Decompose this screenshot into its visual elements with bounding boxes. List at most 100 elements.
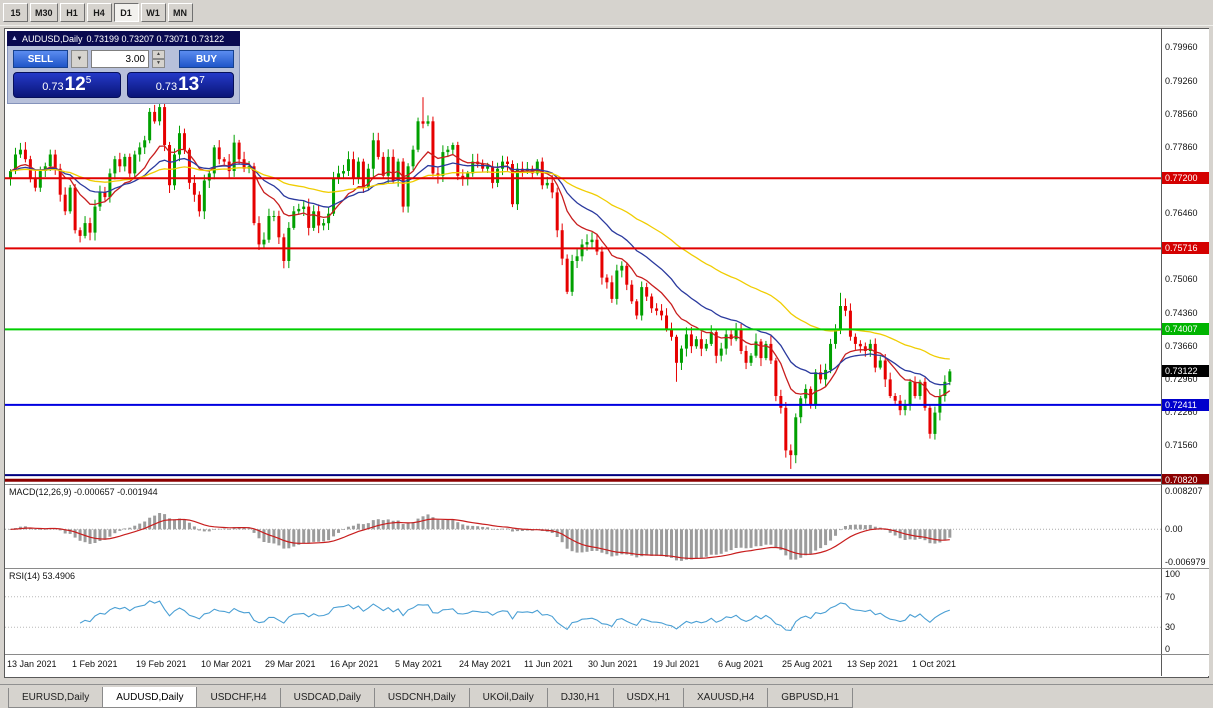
price-level-badge: 0.70820 (1162, 474, 1209, 484)
current-price-badge: 0.73122 (1162, 365, 1209, 377)
date-tick: 24 May 2021 (459, 659, 512, 669)
tab-usdx-h1[interactable]: USDX,H1 (612, 688, 685, 708)
tab-audusd-daily[interactable]: AUDUSD,Daily (102, 687, 198, 708)
period-button-d1[interactable]: D1 (113, 3, 139, 22)
buy-price-pipette: 7 (199, 75, 205, 86)
rsi-value: 53.4906 (42, 571, 76, 581)
sell-price-prefix: 0.73 (42, 81, 64, 93)
tab-ukoil-daily[interactable]: UKOil,Daily (468, 688, 548, 708)
price-pane[interactable]: ▲ AUDUSD,Daily 0.73199 0.73207 0.73071 0… (5, 29, 1161, 485)
period-button-h4[interactable]: H4 (86, 3, 112, 22)
sell-price-pipette: 5 (85, 75, 92, 86)
price-tick: 0.71560 (1165, 440, 1198, 450)
price-tick: 0.74360 (1165, 308, 1198, 318)
ma-12-line (10, 145, 951, 398)
stepper-up-icon[interactable]: ▲ (152, 50, 165, 59)
period-button-w1[interactable]: W1 (140, 3, 166, 22)
price-tick: 0.78560 (1165, 109, 1198, 119)
period-button-mn[interactable]: MN (167, 3, 193, 22)
price-level-badge: 0.74007 (1162, 323, 1209, 335)
chevron-down-icon: ▼ (76, 56, 83, 62)
date-tick: 6 Aug 2021 (718, 659, 764, 669)
sell-price-big: 12 (64, 74, 86, 95)
rsi-tick: 30 (1165, 622, 1176, 632)
rsi-pane[interactable]: RSI(14) 53.4906 (5, 569, 1161, 655)
date-tick: 19 Feb 2021 (136, 659, 187, 669)
date-tick: 11 Jun 2021 (524, 659, 573, 669)
macd-pane[interactable]: MACD(12,26,9) -0.000657 -0.001944 (5, 485, 1161, 569)
price-tick: 0.79260 (1165, 76, 1198, 86)
period-button-15[interactable]: 15 (3, 3, 28, 22)
price-tick: 0.76460 (1165, 208, 1198, 218)
rsi-tick: 100 (1165, 569, 1181, 579)
macd-chart-svg[interactable] (5, 485, 1161, 569)
macd-axis[interactable]: 0.008207 0.00 -0.006979 (1161, 485, 1209, 569)
collapse-icon[interactable]: ▲ (11, 35, 18, 42)
date-tick: 30 Jun 2021 (588, 659, 638, 669)
period-button-m30[interactable]: M30 (30, 3, 58, 22)
tab-usdcnh-daily[interactable]: USDCNH,Daily (373, 688, 470, 708)
rsi-axis[interactable]: 100 70 30 0 (1161, 569, 1209, 655)
ma-55-line (10, 166, 950, 360)
rsi-label: RSI(14) 53.4906 (9, 571, 76, 581)
macd-tick: -0.006979 (1165, 557, 1206, 567)
rsi-chart-svg[interactable] (5, 569, 1161, 655)
date-tick: 29 Mar 2021 (265, 659, 316, 669)
tab-xauusd-h4[interactable]: XAUUSD,H4 (683, 688, 769, 708)
date-tick: 13 Sep 2021 (847, 659, 899, 669)
buy-price-display[interactable]: 0.73 13 7 (126, 72, 234, 98)
date-tick: 1 Oct 2021 (912, 659, 957, 669)
date-tick: 1 Feb 2021 (72, 659, 118, 669)
date-tick: 10 Mar 2021 (201, 659, 252, 669)
price-axis[interactable]: 0.79960 0.79260 0.78560 0.77860 0.76460 0.750… (1161, 29, 1209, 485)
tab-usdcad-daily[interactable]: USDCAD,Daily (279, 688, 375, 708)
macd-tick: 0.00 (1165, 524, 1183, 534)
price-tick: 0.79960 (1165, 42, 1198, 52)
macd-values: -0.000657 -0.001944 (74, 487, 158, 497)
ohlc-values: 0.73199 0.73207 0.73071 0.73122 (86, 33, 225, 44)
tab-eurusd-daily[interactable]: EURUSD,Daily (8, 688, 104, 708)
time-axis[interactable]: 13 Jan 2021 1 Feb 2021 19 Feb 2021 10 Mar 2… (5, 655, 1161, 676)
rsi-tick: 70 (1165, 592, 1176, 602)
date-tick: 19 Jul 2021 (653, 659, 700, 669)
buy-button[interactable]: BUY (179, 50, 234, 68)
price-tick: 0.72960 (1165, 374, 1198, 384)
one-click-titlebar[interactable]: ▲ AUDUSD,Daily 0.73199 0.73207 0.73071 0… (7, 31, 240, 46)
tab-dj30-h1[interactable]: DJ30,H1 (546, 688, 614, 708)
macd-tick: 0.008207 (1165, 486, 1203, 496)
price-tick: 0.72260 (1165, 407, 1198, 417)
time-axis-corner (1161, 655, 1209, 676)
date-tick: 5 May 2021 (395, 659, 443, 669)
price-level-badge: 0.75716 (1162, 242, 1209, 254)
macd-label: MACD(12,26,9) -0.000657 -0.001944 (9, 487, 158, 497)
one-click-trading-panel: ▲ AUDUSD,Daily 0.73199 0.73207 0.73071 0… (7, 31, 240, 104)
tab-usdchf-h4[interactable]: USDCHF,H4 (196, 688, 281, 708)
one-click-body: SELL ▼ ▲ ▼ BUY 0.73 12 5 (7, 46, 240, 104)
rsi-tick: 0 (1165, 644, 1171, 654)
rsi-line (79, 600, 950, 631)
price-tick: 0.77860 (1165, 142, 1198, 152)
price-tick: 0.75060 (1165, 274, 1198, 284)
price-level-badge: 0.77200 (1162, 172, 1209, 184)
buy-price-big: 13 (178, 74, 200, 95)
date-tick: 13 Jan 2021 (7, 659, 57, 669)
date-tick: 16 Apr 2021 (330, 659, 379, 669)
date-tick: 25 Aug 2021 (782, 659, 833, 669)
chart-window: ▲ AUDUSD,Daily 0.73199 0.73207 0.73071 0… (4, 28, 1209, 678)
sell-price-display[interactable]: 0.73 12 5 (13, 72, 121, 98)
tab-gbpusd-h1[interactable]: GBPUSD,H1 (767, 688, 854, 708)
price-level-badge: 0.72411 (1162, 399, 1209, 411)
volume-stepper: ▲ ▼ (152, 50, 165, 68)
candles (9, 95, 952, 469)
period-button-h1[interactable]: H1 (59, 3, 85, 22)
price-tick: 0.73660 (1165, 341, 1198, 351)
symbol-label: AUDUSD,Daily (21, 33, 83, 44)
volume-dropdown-button[interactable]: ▼ (71, 50, 88, 68)
chart-tabs-bar: EURUSD,Daily AUDUSD,Daily USDCHF,H4 USDCAD,… (0, 684, 1213, 708)
price-chart-svg[interactable] (5, 29, 1161, 485)
macd-signal-line (10, 518, 950, 560)
stepper-down-icon[interactable]: ▼ (152, 59, 165, 68)
sell-button[interactable]: SELL (13, 50, 68, 68)
timeframe-toolbar: 15 M30 H1 H4 D1 W1 MN (0, 0, 1213, 26)
volume-input[interactable] (91, 50, 149, 68)
